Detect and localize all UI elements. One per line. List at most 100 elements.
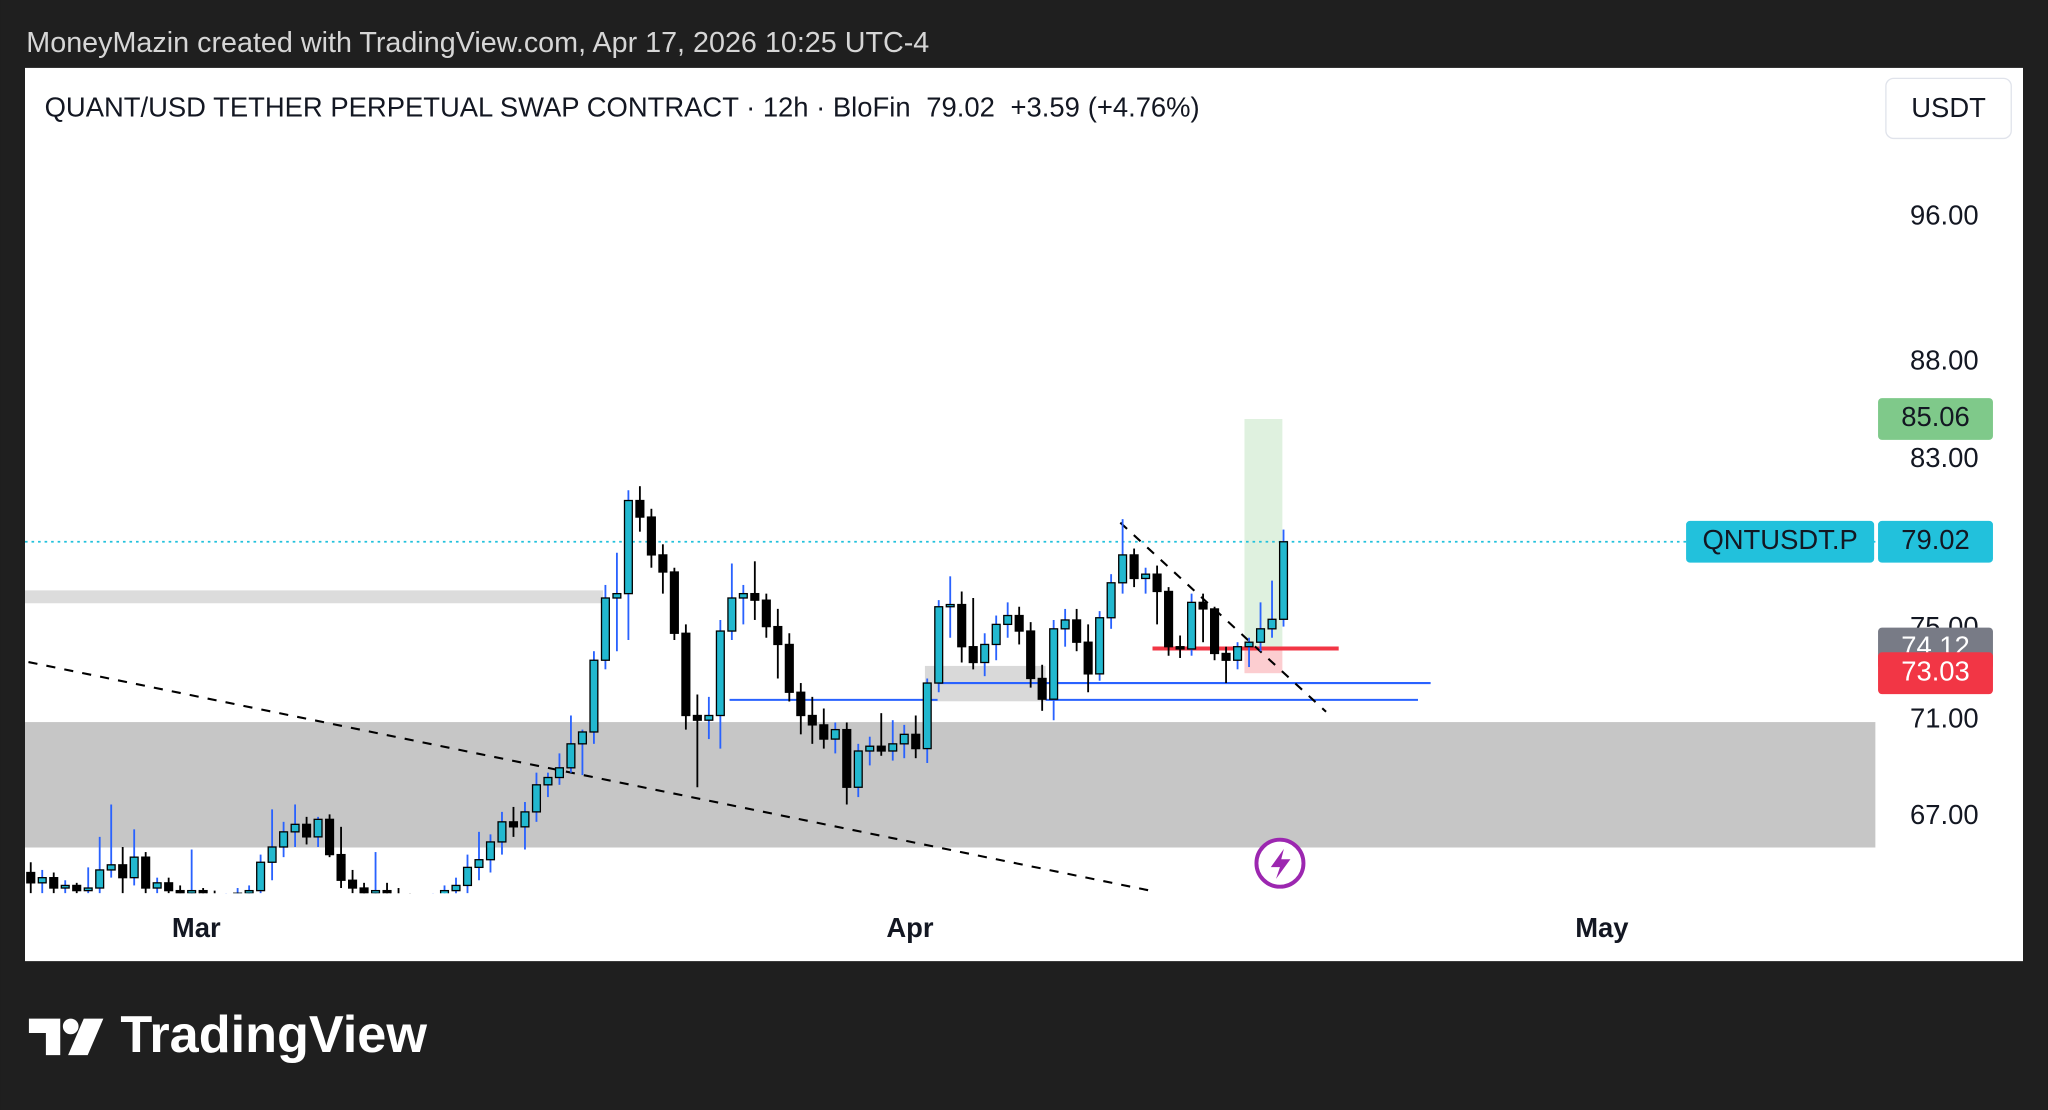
candle-body [370,889,381,894]
last-price-label: 79.02 [1901,524,1970,555]
candle-body [589,659,599,733]
candle-body [1175,646,1185,650]
candle-body [118,864,128,879]
chart-title: QUANT/USD TETHER PERPETUAL SWAP CONTRACT… [45,92,911,123]
candle-body [692,714,702,721]
candle-body [727,597,737,632]
candle-body [738,592,748,599]
y-tick-label: 83.00 [1910,442,1979,473]
candle-body [1244,641,1254,648]
candle-body [819,724,829,740]
candle-body [1152,573,1162,593]
candle-body [543,776,553,786]
candle-body [336,853,346,881]
target-price-label: 85.06 [1901,401,1970,432]
position-target-zone [1244,418,1283,649]
candle-body [439,889,450,894]
candle-body [623,499,633,595]
candle-body [681,632,691,717]
candle-body [1232,646,1243,661]
x-tick-label: May [1575,912,1629,943]
candle-body [485,841,496,861]
candle-body [888,743,898,752]
candle-body [922,682,932,750]
candle-body [279,831,289,848]
candle-body [60,884,70,889]
candle-body [865,745,875,752]
candle-body [600,597,610,661]
logo-dot [62,1018,79,1035]
candle-body [991,623,1001,646]
candle-body [807,714,817,726]
header-change-pct: (+4.76%) [1088,92,1200,123]
candle-body [129,856,139,879]
credit: MoneyMazin created with TradingView.com,… [26,27,929,59]
candle-body [290,823,300,833]
candle-body [141,856,151,889]
candle-body [256,861,266,892]
candle-body [853,750,863,788]
candle-body [784,643,794,693]
candle-body [1210,608,1220,655]
currency-label[interactable]: USDT [1911,92,1986,123]
candle-body [382,889,392,894]
y-tick-label: 96.00 [1910,200,1979,231]
candle-body [1072,619,1082,643]
candle-body [646,516,656,556]
candle-body [508,821,519,828]
candle-body [1118,554,1128,584]
candle-body [198,889,208,894]
candle-body [348,879,358,889]
candle-body [244,889,254,894]
currency-button[interactable] [1885,77,2012,140]
x-tick-label: Apr [886,912,934,943]
candle-body [1003,614,1013,626]
alert-bolt[interactable] [1270,848,1291,879]
candle-body [1278,541,1289,620]
candle-body [497,821,507,843]
brand-logo [28,1018,104,1056]
candle-body [302,823,312,838]
symbol-box [1686,520,1875,563]
alert-icon[interactable] [1254,837,1306,889]
candle-body [761,599,771,628]
candle-body [934,606,944,684]
logo-slash [68,1018,104,1056]
candle-body [1095,617,1105,675]
candle-body [1014,614,1024,632]
candle-body [715,630,725,717]
candle-body [1164,590,1174,648]
y-tick-label: 88.00 [1910,345,1979,376]
candle-body [911,733,921,750]
candle-body [520,811,530,828]
candle-body [359,887,369,894]
last-price-box [1878,520,1993,563]
candle-body [1187,601,1197,650]
candle-body [187,889,197,894]
candle-body [26,871,36,884]
candle-body [1267,618,1277,630]
candle-body [37,877,47,884]
brand-name: TradingView [120,1006,427,1064]
candle-body [669,571,679,634]
plot-area [24,418,1876,894]
candle-body [899,733,909,745]
chart-header: QUANT/USD TETHER PERPETUAL SWAP CONTRACT… [45,92,1200,123]
target-price-box [1878,398,1993,440]
candle-body [945,603,955,608]
candle-body [704,714,714,721]
candle-body [1026,630,1036,680]
candle-body [612,592,622,599]
candle-body [577,731,587,745]
candle-body [95,869,105,889]
candle-body [313,818,323,838]
zone [25,590,604,604]
header-last-price: 79.02 [926,92,995,123]
candle-body [72,884,82,892]
stop-price-label: 73.03 [1901,655,1970,686]
candle-body [566,743,576,769]
candle-body [1255,628,1266,643]
